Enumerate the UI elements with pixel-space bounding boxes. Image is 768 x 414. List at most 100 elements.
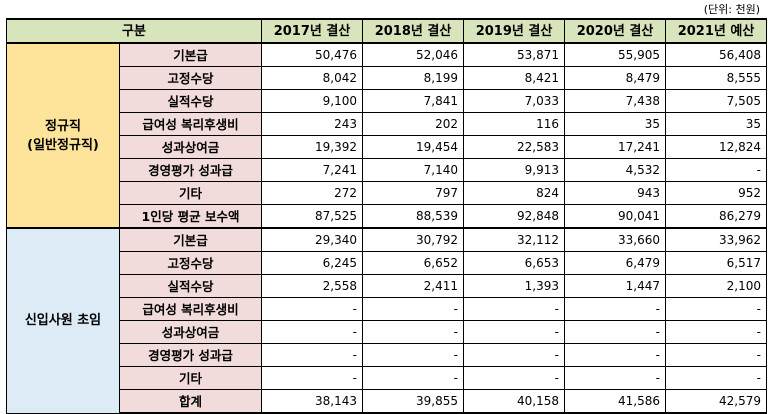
value-cell: - (665, 158, 767, 182)
value-cell: 88,539 (362, 204, 464, 229)
row-label: 성과상여금 (119, 320, 262, 344)
value-cell: 2,411 (362, 274, 464, 298)
table-row: 1인당 평균 보수액 87,525 88,539 92,848 90,041 86,279 (7, 204, 767, 229)
value-cell: 243 (261, 112, 363, 136)
value-cell: 30,792 (362, 227, 464, 252)
row-label: 기본급 (119, 42, 262, 67)
value-cell: 7,841 (362, 89, 464, 113)
table-row: 경영평가 성과급 - - - - - (7, 343, 767, 367)
table-row: 실적수당 2,558 2,411 1,393 1,447 2,100 (7, 274, 767, 298)
value-cell: 33,962 (665, 227, 767, 252)
row-label: 합계 (119, 389, 262, 414)
value-cell: - (564, 297, 666, 321)
table-row: 고정수당 6,245 6,652 6,653 6,479 6,517 (7, 251, 767, 275)
salary-table: 구분 2017년 결산 2018년 결산 2019년 결산 2020년 결산 2… (6, 18, 767, 414)
row-label: 기타 (119, 181, 262, 205)
value-cell: - (564, 343, 666, 367)
header-year: 2020년 결산 (564, 18, 666, 44)
header-year: 2017년 결산 (261, 18, 363, 44)
value-cell: 35 (665, 112, 767, 136)
value-cell: 943 (564, 181, 666, 205)
value-cell: - (463, 343, 565, 367)
value-cell: 8,555 (665, 66, 767, 90)
value-cell: 39,855 (362, 389, 464, 414)
row-label: 1인당 평균 보수액 (119, 204, 262, 229)
row-label: 경영평가 성과급 (119, 158, 262, 182)
value-cell: 1,393 (463, 274, 565, 298)
value-cell: 7,241 (261, 158, 363, 182)
value-cell: - (564, 320, 666, 344)
value-cell: - (665, 343, 767, 367)
value-cell: - (463, 297, 565, 321)
value-cell: - (665, 297, 767, 321)
value-cell: 8,479 (564, 66, 666, 90)
value-cell: 86,279 (665, 204, 767, 229)
value-cell: 17,241 (564, 135, 666, 159)
value-cell: 52,046 (362, 42, 464, 67)
value-cell: 8,042 (261, 66, 363, 90)
value-cell: 6,245 (261, 251, 363, 275)
group-label: 신입사원 초임 (6, 227, 120, 414)
header-year: 2018년 결산 (362, 18, 464, 44)
value-cell: 50,476 (261, 42, 363, 67)
row-label: 고정수당 (119, 66, 262, 90)
table-row: 급여성 복리후생비 243 202 116 35 35 (7, 112, 767, 136)
value-cell: 53,871 (463, 42, 565, 67)
value-cell: 202 (362, 112, 464, 136)
table-row: 정규직 (일반정규직) 기본급 50,476 52,046 53,871 55,905 56… (6, 42, 767, 229)
value-cell: 35 (564, 112, 666, 136)
table-row: 합계 38,143 39,855 40,158 41,586 42,579 (7, 389, 767, 414)
group-label: 정규직 (일반정규직) (6, 42, 120, 229)
value-cell: 272 (261, 181, 363, 205)
value-cell: - (362, 366, 464, 390)
table-row: 급여성 복리후생비 - - - - - (7, 297, 767, 321)
row-label: 급여성 복리후생비 (119, 112, 262, 136)
value-cell: 92,848 (463, 204, 565, 229)
value-cell: 90,041 (564, 204, 666, 229)
value-cell: 33,660 (564, 227, 666, 252)
row-label: 급여성 복리후생비 (119, 297, 262, 321)
value-cell: 2,100 (665, 274, 767, 298)
value-cell: - (665, 366, 767, 390)
value-cell: 9,100 (261, 89, 363, 113)
row-label: 성과상여금 (119, 135, 262, 159)
table-row: 성과상여금 - - - - - (7, 320, 767, 344)
value-cell: 19,392 (261, 135, 363, 159)
unit-label: (단위: 천원) (703, 3, 760, 16)
value-cell: 29,340 (261, 227, 363, 252)
value-cell: 8,199 (362, 66, 464, 90)
value-cell: 824 (463, 181, 565, 205)
table-row: 성과상여금 19,392 19,454 22,583 17,241 12,824 (7, 135, 767, 159)
row-label: 기타 (119, 366, 262, 390)
value-cell: 6,479 (564, 251, 666, 275)
value-cell: - (362, 343, 464, 367)
value-cell: 1,447 (564, 274, 666, 298)
value-cell: - (362, 320, 464, 344)
value-cell: 9,913 (463, 158, 565, 182)
row-label: 경영평가 성과급 (119, 343, 262, 367)
value-cell: 7,140 (362, 158, 464, 182)
value-cell: 8,421 (463, 66, 565, 90)
value-cell: 6,652 (362, 251, 464, 275)
row-label: 고정수당 (119, 251, 262, 275)
value-cell: 116 (463, 112, 565, 136)
value-cell: 12,824 (665, 135, 767, 159)
value-cell: 40,158 (463, 389, 565, 414)
value-cell: - (665, 320, 767, 344)
value-cell: 56,408 (665, 42, 767, 67)
value-cell: 6,653 (463, 251, 565, 275)
row-label: 기본급 (119, 227, 262, 252)
value-cell: - (261, 366, 363, 390)
value-cell: 19,454 (362, 135, 464, 159)
header-year: 2019년 결산 (463, 18, 565, 44)
value-cell: 22,583 (463, 135, 565, 159)
value-cell: 7,438 (564, 89, 666, 113)
value-cell: - (362, 297, 464, 321)
value-cell: - (261, 320, 363, 344)
value-cell: 32,112 (463, 227, 565, 252)
value-cell: - (463, 320, 565, 344)
value-cell: 38,143 (261, 389, 363, 414)
value-cell: 42,579 (665, 389, 767, 414)
table-row: 기타 - - - - - (7, 366, 767, 390)
table-row: 실적수당 9,100 7,841 7,033 7,438 7,505 (7, 89, 767, 113)
